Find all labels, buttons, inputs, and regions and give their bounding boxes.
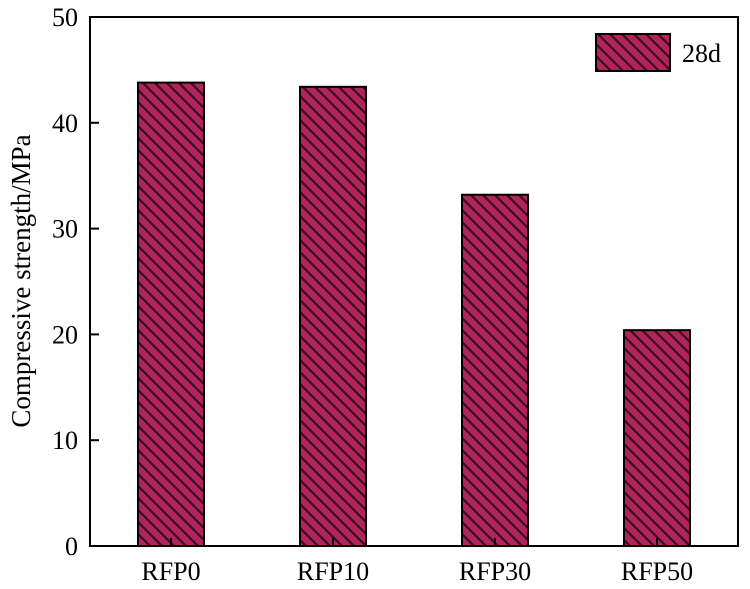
y-tick-label: 20 bbox=[52, 320, 78, 349]
legend-label-28d: 28d bbox=[682, 39, 721, 68]
bar-rfp10 bbox=[299, 85, 367, 547]
y-tick-label: 40 bbox=[52, 109, 78, 138]
y-tick-label: 30 bbox=[52, 215, 78, 244]
y-tick-label: 0 bbox=[65, 532, 78, 561]
x-tick-label-rfp50: RFP50 bbox=[621, 557, 693, 586]
x-tick-label-rfp0: RFP0 bbox=[141, 557, 200, 586]
bar-rfp50 bbox=[623, 329, 691, 547]
bar-rfp0 bbox=[137, 81, 205, 547]
x-axis: RFP0 RFP10 RFP30 RFP50 bbox=[141, 538, 693, 586]
bars-group bbox=[137, 81, 691, 548]
y-axis-title: Compressive strength/MPa bbox=[6, 134, 36, 427]
y-tick-label: 50 bbox=[52, 3, 78, 32]
x-tick-label-rfp10: RFP10 bbox=[297, 557, 369, 586]
x-tick-label-rfp30: RFP30 bbox=[459, 557, 531, 586]
y-tick-label: 10 bbox=[52, 426, 78, 455]
y-axis: 0 10 20 30 40 50 bbox=[52, 3, 99, 561]
plot-area-frame bbox=[89, 16, 739, 547]
legend: 28d bbox=[595, 33, 721, 72]
bar-rfp30 bbox=[461, 193, 529, 548]
legend-swatch-28d bbox=[595, 33, 671, 72]
